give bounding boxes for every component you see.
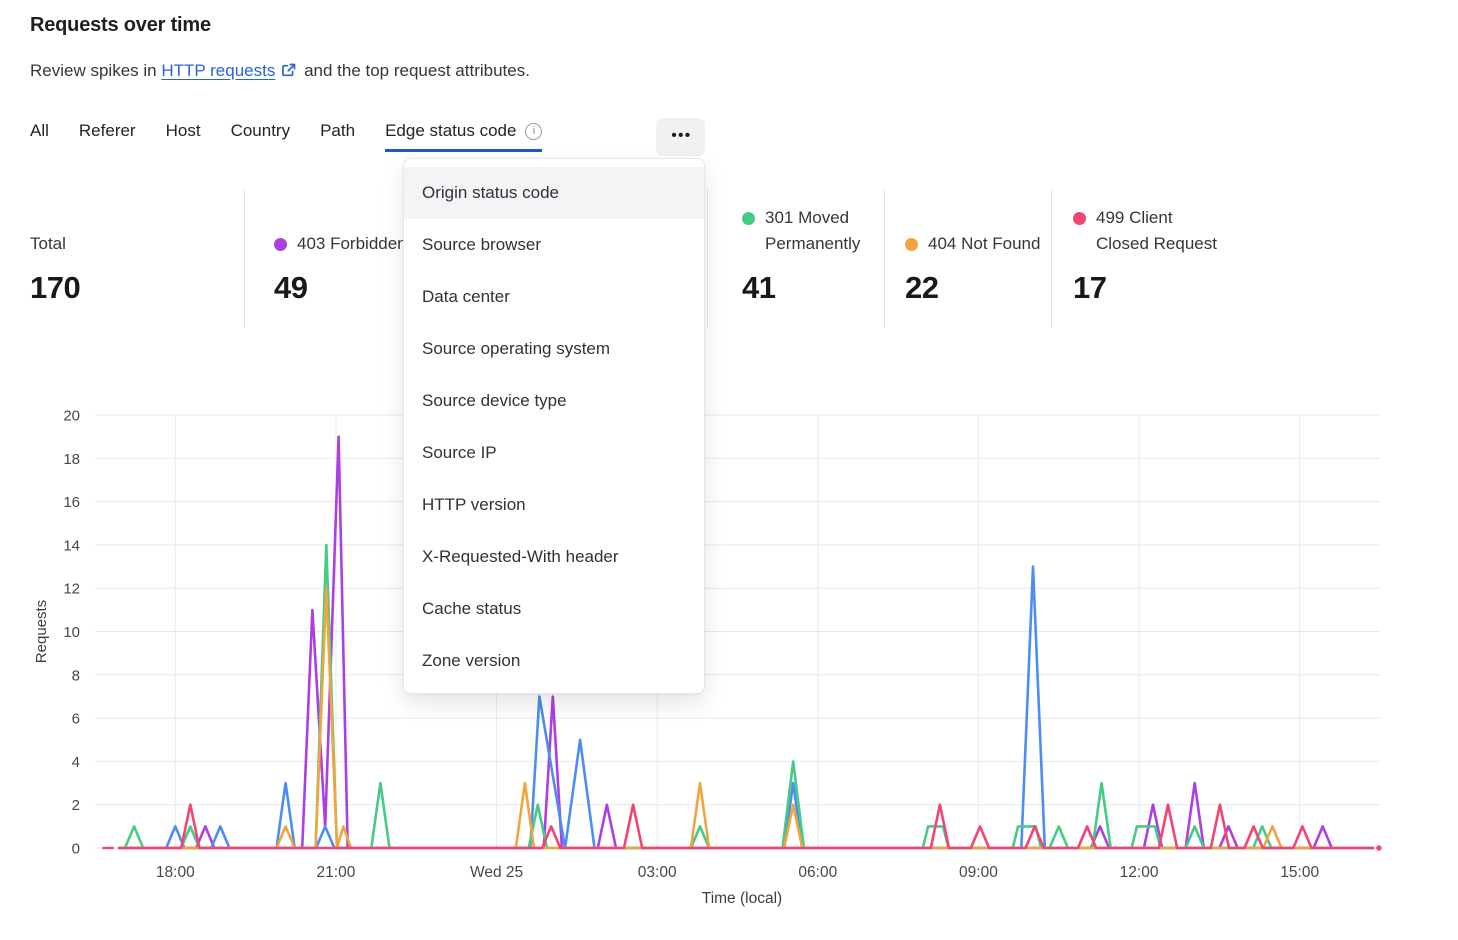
x-tick-label: 15:00: [1280, 864, 1319, 881]
y-tick-label: 20: [63, 408, 80, 425]
tab-label: Path: [320, 121, 356, 140]
x-tick-label: 06:00: [798, 864, 837, 881]
ellipsis-icon: •••: [671, 126, 692, 144]
stat-divider: [884, 190, 885, 328]
menu-item-http-version[interactable]: HTTP version: [422, 495, 526, 514]
tab-bar: All Referer Host Country Path Edge status cod…: [30, 121, 543, 152]
external-link-icon: [281, 63, 296, 83]
chart-svg: 0 2 4 6 8 10 12 14 16 18 20 18:00 21:00 Wed 25 03:00 06…: [33, 408, 1382, 907]
y-tick-label: 4: [72, 754, 80, 771]
menu-item-data-center[interactable]: Data center: [422, 287, 510, 306]
subtitle: Review spikes in HTTP requests and the t…: [30, 61, 530, 83]
series-line-499: [117, 803, 1375, 850]
legend-item-403[interactable]: 403 Forbidden: [274, 199, 407, 257]
tab-label: Host: [165, 121, 201, 140]
stat-value-404: 22: [905, 270, 939, 305]
stat-divider: [244, 190, 245, 328]
y-tick-label: 16: [63, 494, 80, 511]
legend-label-line1: 404 Not Found: [928, 234, 1041, 253]
stat-value-499: 17: [1073, 270, 1107, 305]
tab-host[interactable]: Host: [166, 121, 201, 152]
stat-value-301: 41: [742, 270, 776, 305]
stat-value-403: 49: [274, 270, 308, 305]
y-tick-label: 14: [63, 537, 80, 554]
legend-label-line2: Closed Request: [1096, 234, 1217, 253]
stat-divider: [1051, 190, 1052, 328]
x-tick-label: 18:00: [156, 864, 195, 881]
legend-item-404[interactable]: 404 Not Found: [905, 199, 1040, 257]
legend-item-301[interactable]: 301 Moved Permanently: [742, 199, 860, 257]
y-tick-label: 18: [63, 451, 80, 468]
menu-item-cache-status[interactable]: Cache status: [422, 599, 522, 618]
subtitle-text: Review spikes in: [30, 61, 162, 80]
legend-label-line1: 499 Client: [1096, 208, 1173, 227]
menu-item-source-ip[interactable]: Source IP: [422, 443, 497, 462]
y-tick-label: 6: [72, 711, 80, 728]
tab-label: All: [30, 121, 49, 140]
tab-path[interactable]: Path: [320, 121, 355, 152]
series-end-dot-499: [1376, 845, 1382, 851]
tab-label: Referer: [78, 121, 136, 140]
http-requests-link[interactable]: HTTP requests: [161, 61, 276, 80]
legend-dot-404: [905, 237, 918, 251]
attribute-dropdown-menu: Origin status code Source browser Data cen…: [403, 158, 705, 694]
requests-chart[interactable]: 0 2 4 6 8 10 12 14 16 18 20 18:00 21:00 Wed 25 03:00 06…: [0, 395, 1458, 940]
x-axis-title: Time (local): [702, 890, 782, 907]
stat-403: 403 Forbidden 49: [274, 199, 407, 306]
tab-referer[interactable]: Referer: [79, 121, 136, 152]
stat-301: 301 Moved Permanently 41: [742, 199, 860, 306]
legend-dot-301: [742, 211, 755, 225]
x-tick-label: Wed 25: [470, 864, 523, 881]
stat-404: 404 Not Found 22: [905, 199, 1040, 306]
x-tick-label: 09:00: [959, 864, 998, 881]
page-title: Requests over time: [30, 14, 211, 36]
tab-edge-status-code[interactable]: Edge status code i: [385, 121, 543, 152]
tab-label: Edge status code: [385, 121, 517, 140]
y-axis-title: Requests: [33, 600, 50, 663]
stat-total-value: 170: [30, 270, 81, 305]
stat-total-label: Total: [30, 234, 66, 253]
x-tick-label: 12:00: [1120, 864, 1159, 881]
y-tick-label: 10: [63, 624, 80, 641]
y-tick-label: 0: [72, 841, 80, 858]
info-icon[interactable]: i: [525, 122, 543, 140]
legend-label-line1: 403 Forbidden: [297, 234, 407, 253]
tab-label: Country: [230, 121, 291, 140]
menu-item-origin-status-code[interactable]: Origin status code: [404, 167, 704, 219]
tab-country[interactable]: Country: [231, 121, 291, 152]
x-tick-label: 03:00: [638, 864, 677, 881]
menu-item-source-browser[interactable]: Source browser: [422, 235, 542, 254]
series-line-301: [117, 543, 1375, 850]
legend-label: 404 Not Found: [905, 231, 1040, 257]
legend-dot-403: [274, 237, 287, 251]
y-tick-label: 12: [63, 581, 80, 598]
tab-all[interactable]: All: [30, 121, 49, 152]
y-tick-label: 8: [72, 667, 80, 684]
legend-label: 301 Moved Permanently: [742, 205, 860, 257]
legend-label-line2: Permanently: [765, 234, 861, 253]
legend-label-line1: 301 Moved: [765, 208, 850, 227]
more-tabs-button[interactable]: •••: [656, 118, 705, 156]
stat-total: Total 170: [30, 199, 81, 306]
menu-item-x-requested-with-header[interactable]: X-Requested-With header: [422, 547, 619, 566]
menu-item-source-operating-system[interactable]: Source operating system: [422, 339, 611, 358]
stat-divider: [707, 190, 708, 328]
legend-dot-499: [1073, 211, 1086, 225]
legend-label: 403 Forbidden: [274, 231, 407, 257]
y-tick-label: 2: [72, 797, 80, 814]
menu-item-source-device-type[interactable]: Source device type: [422, 391, 567, 410]
x-tick-label: 21:00: [317, 864, 356, 881]
subtitle-text-end: and the top request attributes.: [299, 61, 530, 80]
legend-item-499[interactable]: 499 Client Closed Request: [1073, 199, 1217, 257]
legend-label: 499 Client Closed Request: [1073, 205, 1217, 257]
series-line-403: [117, 435, 1375, 850]
stat-499: 499 Client Closed Request 17: [1073, 199, 1217, 306]
menu-item-zone-version[interactable]: Zone version: [422, 651, 521, 670]
